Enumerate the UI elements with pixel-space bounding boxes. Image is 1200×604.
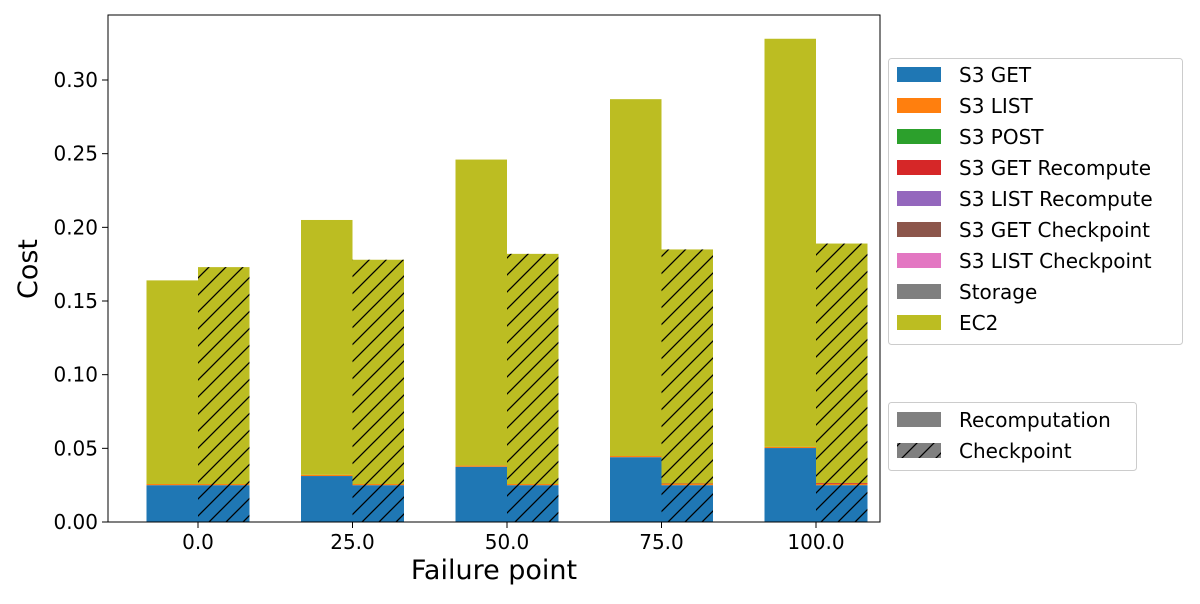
bar-segment (147, 484, 199, 485)
bar-hatch (353, 260, 405, 522)
bar-hatch (198, 267, 250, 522)
legend-hatch (897, 443, 941, 458)
bar-segment (456, 160, 508, 466)
legend-label: S3 GET (959, 63, 1032, 87)
x-tick-label: 75.0 (639, 530, 684, 554)
y-tick-label: 0.30 (53, 68, 98, 92)
bar-segment (610, 99, 662, 456)
legend-swatch (897, 222, 941, 237)
bar-segment (610, 456, 662, 457)
y-tick-label: 0.25 (53, 142, 98, 166)
bar-segment (301, 475, 353, 476)
y-tick-label: 0.10 (53, 363, 98, 387)
bar-segment (765, 448, 817, 522)
bar-hatch (662, 249, 714, 522)
x-axis-label: Failure point (411, 555, 577, 586)
legend-swatch (897, 191, 941, 206)
legend-label: S3 POST (959, 125, 1044, 149)
bar-hatch (507, 254, 559, 522)
legend-swatch (897, 67, 941, 82)
legend-label: Storage (959, 280, 1037, 304)
legend-swatch (897, 160, 941, 175)
legend-label: S3 GET Checkpoint (959, 218, 1150, 242)
legend-label: S3 GET Recompute (959, 156, 1151, 180)
x-tick-label: 25.0 (330, 530, 375, 554)
y-tick-label: 0.20 (53, 215, 98, 239)
legend-label: Checkpoint (959, 439, 1072, 463)
legend-label: Recomputation (959, 408, 1111, 432)
legend-label: EC2 (959, 311, 998, 335)
legend-label: S3 LIST Recompute (959, 187, 1153, 211)
bar-segment (765, 39, 817, 447)
legend-swatch (897, 315, 941, 330)
legend-groups: Recomputation Checkpoint (889, 403, 1137, 471)
bar-segment (301, 220, 353, 475)
bar-segment (456, 467, 508, 522)
legend-components: S3 GET S3 LIST S3 POST S3 GET Recompute S3 L… (889, 59, 1183, 345)
legend-swatch (897, 412, 941, 427)
legend-label: S3 LIST Checkpoint (959, 249, 1152, 273)
x-tick-label: 100.0 (787, 530, 844, 554)
legend-swatch (897, 98, 941, 113)
x-tick-label: 0.0 (182, 530, 214, 554)
bar-segment (456, 466, 508, 467)
x-axis: 0.0 25.0 50.0 75.0 100.0 (182, 522, 845, 554)
bar-hatch (816, 244, 868, 522)
y-tick-label: 0.15 (53, 289, 98, 313)
y-axis-label: Cost (13, 239, 44, 299)
bar-segment (765, 447, 817, 448)
legend-swatch (897, 129, 941, 144)
legend-swatch (897, 284, 941, 299)
y-axis: 0.00 0.05 0.10 0.15 0.20 0.25 0.30 (53, 68, 108, 534)
legend-label: S3 LIST (959, 94, 1034, 118)
bars (147, 39, 868, 522)
legend-swatch (897, 253, 941, 268)
bar-segment (610, 457, 662, 522)
bar-segment (147, 485, 199, 522)
x-tick-label: 50.0 (485, 530, 530, 554)
bar-segment (301, 476, 353, 522)
y-tick-label: 0.05 (53, 436, 98, 460)
bar-segment (147, 280, 199, 484)
y-tick-label: 0.00 (53, 510, 98, 534)
